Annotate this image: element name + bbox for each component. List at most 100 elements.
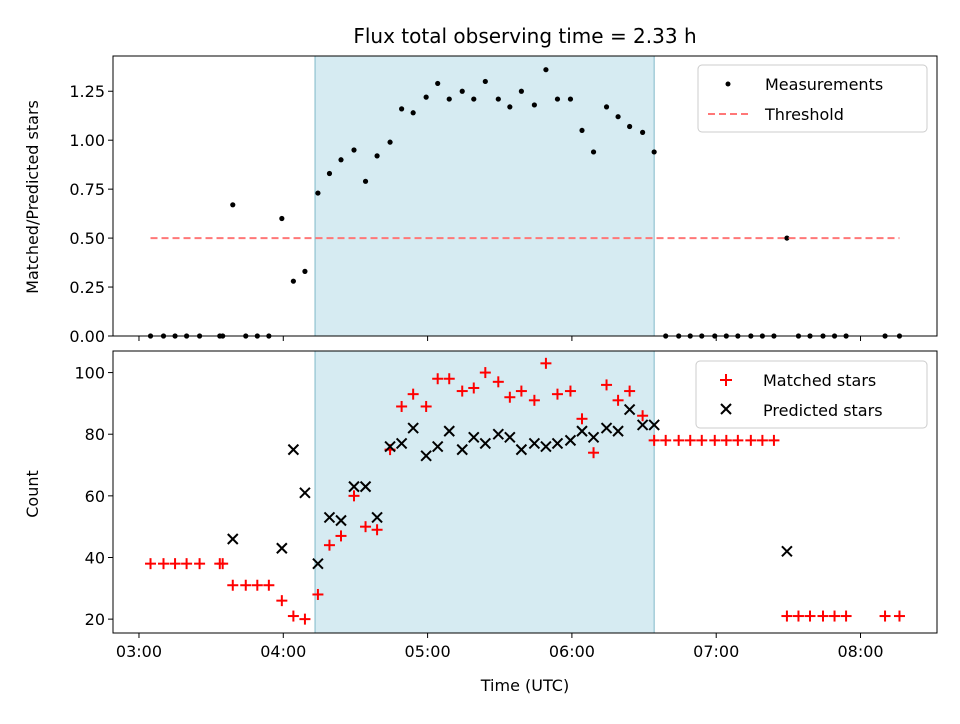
- y-tick-label: 40: [85, 548, 105, 567]
- matched-stars-point: [227, 579, 239, 591]
- matched-stars-point: [335, 530, 347, 542]
- top-panel: 0.00 0.25 0.50 0.75 1.00 1.25 Matched/Predict…: [23, 55, 938, 346]
- measurements-point: [423, 94, 429, 100]
- x-tick-label: 03:00: [116, 642, 162, 661]
- predicted-stars-point: [648, 419, 660, 431]
- predicted-stars-point: [623, 403, 636, 416]
- matched-stars-point: [276, 595, 288, 607]
- predicted-stars-point: [407, 422, 419, 434]
- measurements-point: [615, 114, 621, 120]
- top-panel-x-ticks: [138, 336, 862, 341]
- matched-stars-legend-marker: [720, 374, 732, 386]
- predicted-stars-point: [371, 511, 383, 524]
- y-tick-label: 80: [85, 425, 105, 444]
- matched-stars-point: [348, 490, 360, 502]
- matched-stars-point: [551, 388, 563, 400]
- predicted-stars-point: [468, 431, 480, 444]
- matched-stars-point: [528, 394, 540, 406]
- measurements-legend-label: Measurements: [765, 75, 883, 94]
- measurements-point: [554, 96, 561, 102]
- predicted-stars-point: [564, 434, 577, 447]
- top-panel-shaded-interval: [314, 55, 655, 337]
- measurements-point: [531, 102, 537, 108]
- matched-stars-point: [893, 610, 905, 622]
- matched-stars-point: [145, 558, 157, 570]
- measurements-point: [567, 96, 574, 102]
- matched-stars-point: [217, 558, 229, 570]
- matched-stars-point: [169, 558, 181, 570]
- y-tick-label: 1.00: [69, 131, 105, 150]
- measurements-point: [495, 96, 501, 102]
- predicted-stars-point: [612, 425, 624, 437]
- predicted-stars-point: [359, 480, 372, 493]
- x-tick-label: 05:00: [405, 642, 451, 661]
- predicted-stars-point: [492, 428, 505, 440]
- matched-stars-point: [673, 434, 685, 446]
- matched-stars-point: [804, 610, 816, 622]
- top-panel-y-ticks: 0.00 0.25 0.50 0.75 1.00 1.25: [69, 82, 113, 346]
- measurements-point: [640, 129, 646, 135]
- predicted-stars-point: [781, 545, 793, 558]
- x-axis-label: Time (UTC): [480, 676, 569, 695]
- matched-stars-point: [251, 579, 263, 591]
- measurements-point: [507, 104, 513, 110]
- x-tick-label: 07:00: [693, 642, 739, 661]
- matched-stars-point: [540, 357, 552, 369]
- matched-stars-point: [263, 579, 275, 591]
- predicted-stars-point: [540, 440, 552, 453]
- measurements-point: [651, 149, 657, 155]
- predicted-stars-point: [348, 480, 360, 493]
- matched-stars-point: [684, 434, 696, 446]
- matched-stars-point: [240, 579, 252, 591]
- predicted-stars-point: [600, 422, 613, 434]
- measurements-point: [338, 157, 344, 163]
- measurements-point: [279, 215, 285, 222]
- predicted-stars-point: [276, 542, 288, 554]
- measurements-point: [590, 149, 597, 155]
- matched-stars-point: [637, 410, 649, 422]
- measurements-point: [387, 139, 393, 145]
- measurements-point: [362, 178, 369, 184]
- matched-stars-point: [407, 388, 419, 400]
- matched-stars-point: [720, 434, 732, 446]
- matched-stars-point: [479, 367, 491, 379]
- matched-stars-point: [515, 385, 527, 397]
- matched-stars-point: [624, 385, 636, 397]
- matched-stars-point: [564, 385, 576, 397]
- matched-stars-point: [829, 610, 841, 622]
- y-tick-label: 20: [85, 610, 105, 629]
- bottom-panel-shaded-interval: [314, 350, 655, 634]
- measurements-point: [399, 106, 405, 112]
- matched-stars-point: [756, 434, 768, 446]
- matched-stars-point: [601, 379, 613, 391]
- y-tick-label: 0.50: [69, 229, 105, 248]
- matched-stars-point: [660, 434, 672, 446]
- predicted-stars-point: [636, 419, 649, 431]
- top-legend: Measurements Threshold: [697, 64, 928, 133]
- measurements-point: [410, 110, 416, 116]
- x-tick-label: 08:00: [837, 642, 883, 661]
- predicted-stars-point: [431, 440, 444, 453]
- matched-stars-point: [158, 558, 170, 570]
- predicted-stars-point: [384, 440, 396, 453]
- predicted-stars-point: [299, 487, 311, 499]
- predicted-stars-legend-marker: [720, 403, 732, 415]
- matched-stars-point: [443, 373, 455, 385]
- matched-stars-point: [456, 385, 468, 397]
- measurements-point: [627, 123, 633, 130]
- y-tick-label: 0.00: [69, 327, 105, 346]
- measurements-point: [471, 96, 477, 102]
- matched-stars-point: [781, 610, 793, 622]
- measurements-point: [374, 153, 380, 159]
- y-tick-label: 1.25: [69, 82, 105, 101]
- y-tick-label: 100: [74, 364, 105, 383]
- bottom-panel-marks: [145, 357, 905, 625]
- predicted-stars-point: [323, 511, 336, 524]
- predicted-stars-point: [227, 533, 239, 545]
- y-tick-label: 0.25: [69, 278, 105, 297]
- predicted-stars-point: [335, 514, 347, 527]
- matched-stars-point: [492, 376, 504, 388]
- measurements-point: [302, 268, 308, 274]
- measurements-point: [290, 278, 296, 284]
